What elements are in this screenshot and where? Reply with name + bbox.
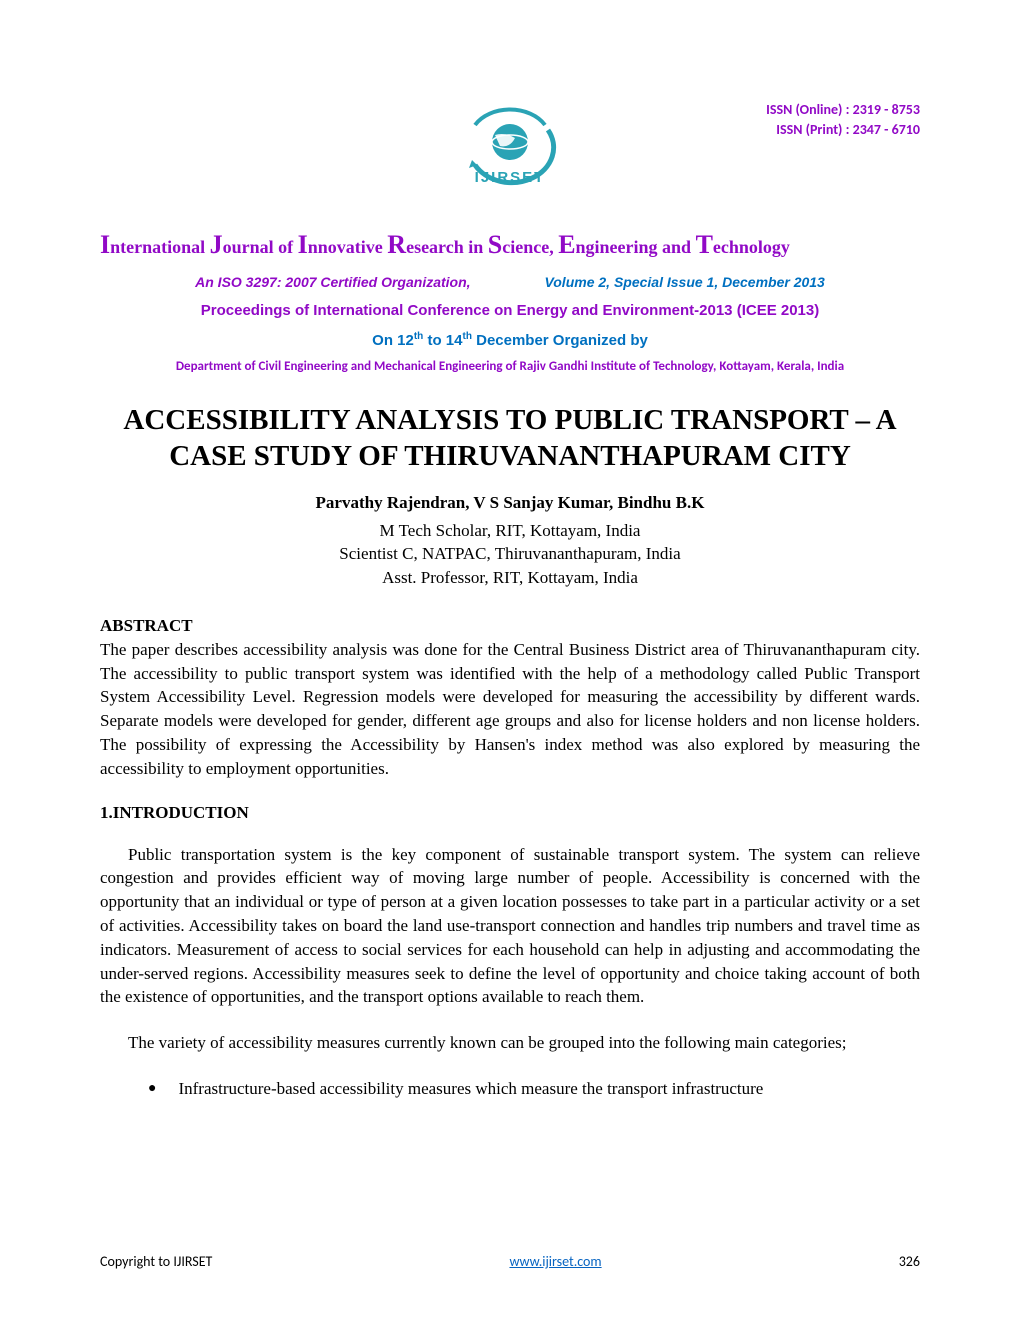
iso-line: An ISO 3297: 2007 Certified Organization… [100, 274, 920, 290]
page-number: 326 [899, 1253, 920, 1270]
affil-2: Scientist C, NATPAC, Thiruvananthapuram,… [100, 542, 920, 566]
journal-title: International Journal of Innovative Rese… [100, 230, 920, 260]
abstract-body: The paper describes accessibility analys… [100, 638, 920, 781]
dates-sup1: th [414, 331, 423, 342]
abstract-heading: ABSTRACT [100, 616, 920, 636]
copyright-text: Copyright to IJIRSET [100, 1253, 212, 1270]
affil-3: Asst. Professor, RIT, Kottayam, India [100, 566, 920, 590]
website-link[interactable]: www.ijirset.com [509, 1253, 601, 1270]
intro-heading: 1.INTRODUCTION [100, 803, 920, 823]
ijirset-logo: IJIRSET [460, 100, 560, 200]
volume-info: Volume 2, Special Issue 1, December 2013 [544, 274, 824, 290]
issn-block: ISSN (Online) : 2319 - 8753 ISSN (Print)… [720, 100, 920, 139]
department-line: Department of Civil Engineering and Mech… [100, 359, 920, 374]
intro-p1: Public transportation system is the key … [100, 843, 920, 1010]
authors: Parvathy Rajendran, V S Sanjay Kumar, Bi… [100, 493, 920, 513]
intro-p2: The variety of accessibility measures cu… [100, 1031, 920, 1055]
dates-sup2: th [462, 331, 471, 342]
paper-title: ACCESSIBILITY ANALYSIS TO PUBLIC TRANSPO… [100, 402, 920, 475]
iso-cert: An ISO 3297: 2007 Certified Organization… [195, 274, 470, 290]
bullet-text: Infrastructure-based accessibility measu… [178, 1077, 920, 1101]
affiliations: M Tech Scholar, RIT, Kottayam, India Sci… [100, 519, 920, 590]
dates-line: On 12th to 14th December Organized by [100, 331, 920, 349]
bullet-icon: ● [148, 1077, 156, 1101]
bullet-item: ● Infrastructure-based accessibility mea… [100, 1077, 920, 1101]
issn-online: ISSN (Online) : 2319 - 8753 [720, 100, 920, 120]
dates-pre: On 12 [372, 332, 414, 349]
dates-mid: to 14 [423, 332, 462, 349]
affil-1: M Tech Scholar, RIT, Kottayam, India [100, 519, 920, 543]
dates-post: December Organized by [472, 332, 648, 349]
proceedings-line: Proceedings of International Conference … [100, 302, 920, 319]
logo-wrap: IJIRSET [300, 100, 720, 200]
header-row: IJIRSET ISSN (Online) : 2319 - 8753 ISSN… [100, 100, 920, 200]
svg-text:IJIRSET: IJIRSET [475, 169, 546, 186]
issn-print: ISSN (Print) : 2347 - 6710 [720, 120, 920, 140]
footer: Copyright to IJIRSET www.ijirset.com 326 [100, 1253, 920, 1270]
